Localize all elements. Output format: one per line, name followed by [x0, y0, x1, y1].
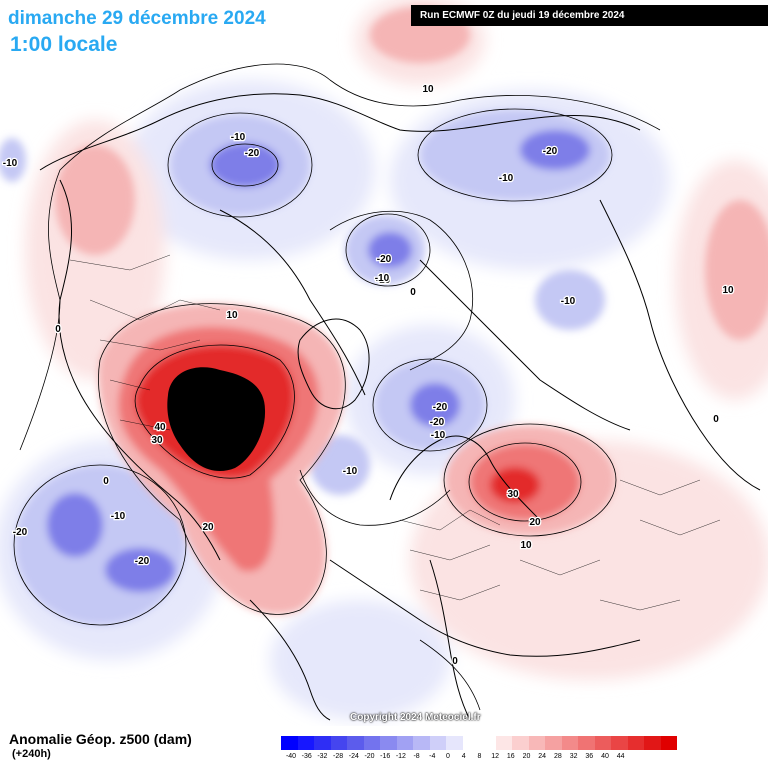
colorbar-swatch [446, 736, 463, 750]
colorbar-tick-label: 36 [585, 753, 594, 760]
extreme-anomaly-core [167, 367, 266, 472]
contour-label: 10 [722, 285, 734, 296]
colorbar-tick-label: -28 [333, 753, 344, 760]
colorbar-tick-label: 20 [522, 753, 531, 760]
colorbar [281, 736, 677, 750]
contour-label: 30 [507, 489, 519, 500]
contour-label: -10 [343, 466, 358, 477]
colorbar-swatch [627, 736, 644, 750]
colorbar-swatch [396, 736, 413, 750]
contour-label: 0 [410, 287, 416, 298]
colorbar-tick-label: -24 [348, 753, 359, 760]
contour-label: -20 [13, 527, 28, 538]
colorbar-swatch [545, 736, 562, 750]
variable-name: Anomalie Géop. z500 (dam) [9, 731, 192, 747]
colorbar-swatch [578, 736, 595, 750]
contour-label: 20 [202, 522, 214, 533]
colorbar-tick-label: -32 [317, 753, 328, 760]
colorbar-tick-label: -8 [413, 753, 420, 760]
contour-label: 0 [713, 414, 719, 425]
colorbar-swatch [314, 736, 331, 750]
valid-date: dimanche 29 décembre 2024 [8, 8, 266, 29]
lead-time: (+240h) [12, 748, 51, 760]
contour-label: 30 [151, 435, 163, 446]
colorbar-swatch [281, 736, 298, 750]
colorbar-tick-label: -20 [364, 753, 375, 760]
colorbar-swatch [528, 736, 545, 750]
contour-labels: -10 -10 -20 10 -20 -10 -10 -20 -10 0 -10 10 0 10 50 40 3… [2, 83, 736, 669]
colorbar-swatch [644, 736, 661, 750]
colorbar-tick-label: -12 [395, 753, 406, 760]
colorbar-swatch [347, 736, 364, 750]
colorbar-swatch [611, 736, 628, 750]
contour-label: -10 [499, 173, 514, 184]
contour-label: -10 [431, 430, 446, 441]
colorbar-tick-label: 40 [601, 753, 609, 760]
coastlines [39, 93, 761, 721]
contour-label: -20 [430, 417, 445, 428]
colorbar-swatch [561, 736, 578, 750]
contour-label: 0 [452, 656, 458, 667]
colorbar-swatch [380, 736, 397, 750]
colorbar-tick-label: -40 [285, 753, 297, 760]
colorbar-swatch [660, 736, 677, 750]
contour-label: 0 [103, 476, 109, 487]
contour-label: 10 [520, 540, 532, 551]
contour-label: 0 [55, 324, 61, 335]
valid-time: 1:00 locale [10, 33, 118, 56]
colorbar-swatch [594, 736, 611, 750]
contour-label: 20 [529, 517, 541, 528]
colorbar-tick-label: 32 [569, 753, 578, 760]
colorbar-swatch [462, 736, 479, 750]
contour-label: -10 [561, 296, 576, 307]
colorbar-swatch [413, 736, 430, 750]
colorbar-tick-label: -16 [380, 753, 391, 760]
colorbar-swatch [512, 736, 529, 750]
negative-anomalies [0, 110, 610, 625]
contour-label: -10 [111, 511, 126, 522]
contour-label: -20 [377, 254, 392, 265]
colorbar-tick-label: 16 [506, 753, 515, 760]
colorbar-swatch [297, 736, 314, 750]
contour-label: 50 [186, 419, 198, 431]
colorbar-tick-label: 0 [446, 753, 450, 760]
colorbar-tick-label: 44 [616, 753, 625, 760]
colorbar-ticks: -40 -36 -32 -28 -24 -20 -16 -12 -8 -4 0 4 8 12 16 20 24 2… [281, 753, 625, 765]
contour-lines [13, 63, 661, 711]
colorbar-tick-label: 8 [477, 753, 482, 760]
contour-label: -10 [376, 275, 391, 286]
contour-label: -10 [3, 158, 18, 169]
contour-label: -20 [433, 402, 448, 413]
contour-label: -10 [375, 273, 390, 284]
copyright: Copyright 2024 Meteociel.fr [350, 712, 481, 723]
colorbar-swatch [479, 736, 496, 750]
colorbar-swatch [363, 736, 380, 750]
contour-label: 40 [154, 422, 166, 433]
contour-label: 10 [422, 84, 434, 95]
colorbar-tick-label: 4 [461, 753, 466, 760]
colorbar-swatch [429, 736, 446, 750]
colorbar-tick-label: 28 [553, 753, 562, 760]
colorbar-swatch [330, 736, 347, 750]
run-info: Run ECMWF 0Z du jeudi 19 décembre 2024 [411, 5, 768, 26]
colorbar-tick-label: -4 [429, 753, 436, 760]
colorbar-swatch [495, 736, 512, 750]
colorbar-tick-label: 24 [538, 753, 547, 760]
colorbar-tick-label: 12 [491, 753, 499, 760]
colorbar-tick-label: -36 [301, 753, 312, 760]
contour-label: -20 [135, 556, 150, 567]
contour-label: -20 [543, 146, 558, 157]
contour-label: 10 [226, 310, 238, 321]
contour-label: -20 [245, 148, 260, 159]
contour-label: -10 [231, 132, 246, 143]
